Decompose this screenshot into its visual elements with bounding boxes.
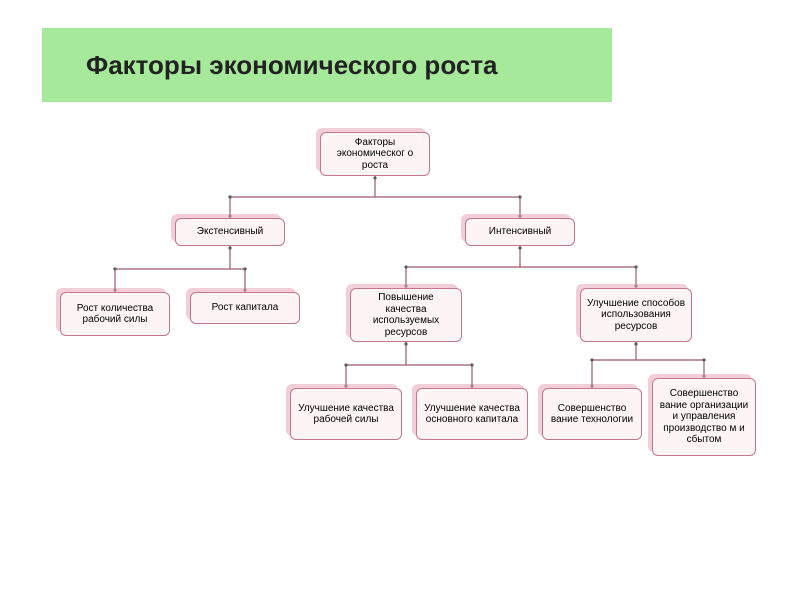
title-bar: Факторы экономического роста [42, 28, 612, 102]
connector-dot [518, 195, 521, 198]
tree-node: Рост количества рабочий силы [60, 292, 170, 336]
tree-node: Повышение качества используемых ресурсов [350, 288, 462, 342]
connector-dot [702, 358, 705, 361]
connector-dot [634, 342, 637, 345]
connector-dot [404, 265, 407, 268]
org-chart: Факторы экономическог о роста Экстенсивны… [40, 132, 760, 562]
tree-node: Совершенство вание организации и управле… [652, 378, 756, 456]
tree-node: Рост капитала [190, 292, 300, 324]
tree-node: Улучшение способов использования ресурсо… [580, 288, 692, 342]
connector-dot [634, 265, 637, 268]
connector-dot [518, 246, 521, 249]
connector-dot [228, 246, 231, 249]
connector-dot [373, 176, 376, 179]
connector-dot [228, 195, 231, 198]
tree-node: Экстенсивный [175, 218, 285, 246]
tree-node: Совершенство вание технологии [542, 388, 642, 440]
connector-dot [344, 363, 347, 366]
connector-dot [243, 267, 246, 270]
page-title: Факторы экономического роста [86, 50, 498, 81]
connector-dot [404, 342, 407, 345]
connector-dot [590, 358, 593, 361]
connector-dot [113, 267, 116, 270]
tree-node: Улучшение качества рабочей силы [290, 388, 402, 440]
tree-node: Улучшение качества основного капитала [416, 388, 528, 440]
connector-dot [470, 363, 473, 366]
tree-node: Факторы экономическог о роста [320, 132, 430, 176]
connector-layer [40, 132, 760, 562]
tree-node: Интенсивный [465, 218, 575, 246]
